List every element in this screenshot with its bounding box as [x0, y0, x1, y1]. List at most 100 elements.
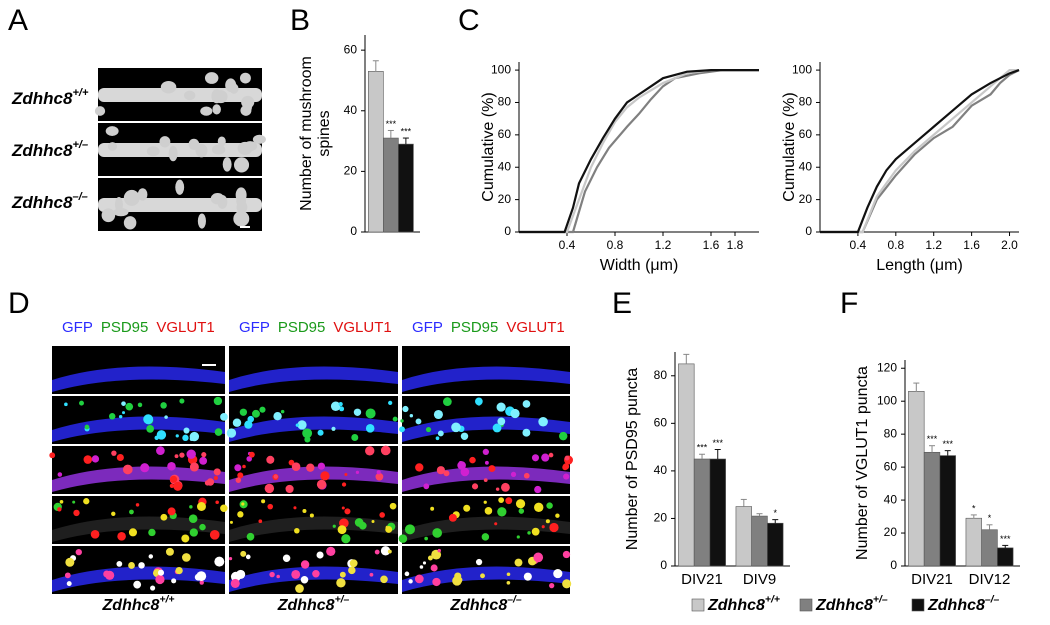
genotype-superscript: +/– [335, 594, 350, 605]
puncta [371, 519, 375, 524]
puncta [264, 483, 275, 494]
puncta [154, 435, 159, 441]
y-tick-label: 40 [654, 463, 668, 477]
puncta [354, 518, 364, 527]
puncta [244, 420, 253, 429]
puncta [266, 455, 275, 464]
puncta [167, 461, 176, 471]
spine [197, 213, 206, 229]
puncta [480, 573, 485, 579]
puncta [125, 402, 134, 411]
puncta [541, 525, 545, 529]
puncta [230, 578, 240, 588]
y-tick-label: 20 [654, 511, 668, 525]
puncta [234, 464, 242, 472]
puncta [483, 478, 488, 483]
scale-bar [240, 226, 250, 228]
x-tick-label: 1.6 [703, 238, 720, 252]
cumulative-line [820, 69, 1020, 234]
y-tick-label: 0 [660, 558, 667, 572]
puncta [105, 570, 115, 580]
puncta [160, 513, 168, 521]
x-tick-label: 0.4 [559, 238, 576, 252]
puncta [65, 557, 75, 567]
puncta [454, 572, 462, 580]
puncta [204, 480, 211, 486]
puncta [241, 502, 245, 506]
puncta [374, 549, 380, 555]
puncta [66, 581, 72, 587]
x-axis-label: Width (μm) [600, 257, 679, 274]
puncta [83, 455, 93, 464]
puncta [75, 548, 82, 556]
puncta [148, 528, 156, 537]
dendrite [402, 366, 570, 392]
x-tick-label: DIV12 [969, 571, 1011, 588]
spine [243, 141, 258, 152]
y-tick-label: 40 [799, 159, 813, 173]
genotype-label: Zdhhc8–/– [449, 594, 522, 614]
puncta [189, 528, 198, 537]
panel-label: A [8, 4, 28, 37]
cumulative-line [820, 69, 1020, 234]
puncta [385, 526, 393, 533]
puncta [460, 467, 470, 477]
y-tick-label: 100 [491, 62, 511, 76]
puncta [90, 529, 100, 539]
spine [94, 106, 106, 116]
puncta [398, 534, 408, 543]
dendrite [402, 416, 570, 442]
puncta [179, 398, 185, 404]
puncta [549, 522, 559, 533]
puncta [522, 428, 531, 437]
puncta [430, 506, 435, 511]
channel-name: PSD95 [278, 319, 326, 336]
puncta [122, 411, 126, 415]
puncta [116, 560, 123, 567]
y-tick-label: 80 [498, 95, 512, 109]
genotype-label: Zdhhc8+/– [815, 594, 888, 614]
puncta [118, 414, 123, 419]
puncta [295, 584, 304, 593]
puncta [534, 502, 544, 512]
puncta [443, 470, 450, 477]
puncta [380, 575, 388, 584]
puncta [505, 497, 513, 505]
dendrite [229, 466, 398, 492]
y-tick-label: 20 [498, 192, 512, 206]
puncta [546, 502, 553, 509]
puncta [169, 483, 174, 489]
puncta [236, 569, 246, 579]
legend-swatch [911, 598, 925, 612]
puncta [419, 565, 424, 569]
genotype-label: Zdhhc8+/+ [707, 594, 780, 614]
puncta [143, 414, 154, 425]
puncta [534, 485, 542, 494]
bar [693, 458, 711, 567]
puncta [293, 506, 297, 510]
spine [175, 179, 185, 195]
puncta [248, 451, 255, 458]
puncta [484, 507, 493, 515]
puncta [475, 397, 483, 406]
puncta [214, 428, 223, 436]
dendrite [229, 416, 398, 442]
puncta [189, 505, 193, 509]
y-tick-label: 20 [344, 164, 358, 178]
spine [222, 157, 232, 172]
puncta [338, 401, 343, 407]
puncta [282, 554, 291, 562]
puncta [337, 525, 347, 535]
puncta [122, 464, 133, 475]
spine [188, 138, 200, 150]
genotype-label: Zdhhc8+/– [11, 139, 88, 160]
dendrite [52, 366, 225, 392]
y-tick-label: 20 [884, 525, 898, 539]
puncta [79, 400, 84, 406]
puncta [414, 574, 424, 584]
channel-name: GFP [239, 319, 270, 336]
significance: *** [697, 443, 708, 453]
genotype-name: Zdhhc8 [707, 597, 765, 614]
genotype-name: Zdhhc8 [815, 597, 873, 614]
